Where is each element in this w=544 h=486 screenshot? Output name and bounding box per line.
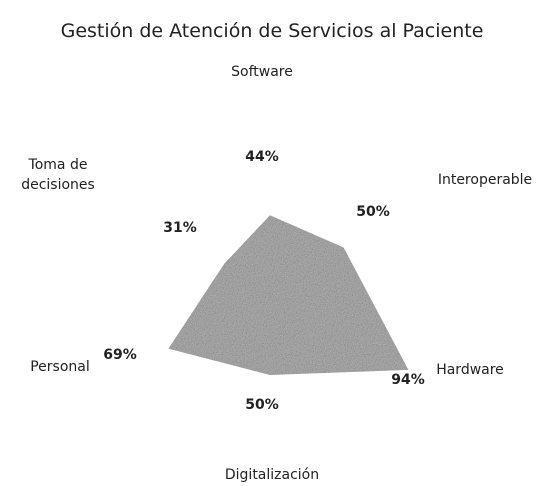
- category-label: Digitalización: [224, 467, 320, 483]
- value-label: 50%: [356, 204, 390, 220]
- category-label: Hardware: [436, 362, 504, 378]
- value-label: 50%: [245, 397, 279, 413]
- radar-area: [168, 215, 409, 375]
- value-label: 69%: [103, 347, 137, 363]
- value-label: 94%: [391, 372, 425, 388]
- category-label: Personal: [30, 359, 90, 375]
- category-label: Software: [231, 64, 293, 80]
- value-label: 44%: [245, 149, 279, 165]
- category-label: Interoperable: [437, 172, 533, 188]
- chart-title: Gestión de Atención de Servicios al Paci…: [60, 20, 484, 42]
- category-label: Toma de decisiones: [21, 157, 95, 193]
- value-label: 31%: [163, 220, 197, 236]
